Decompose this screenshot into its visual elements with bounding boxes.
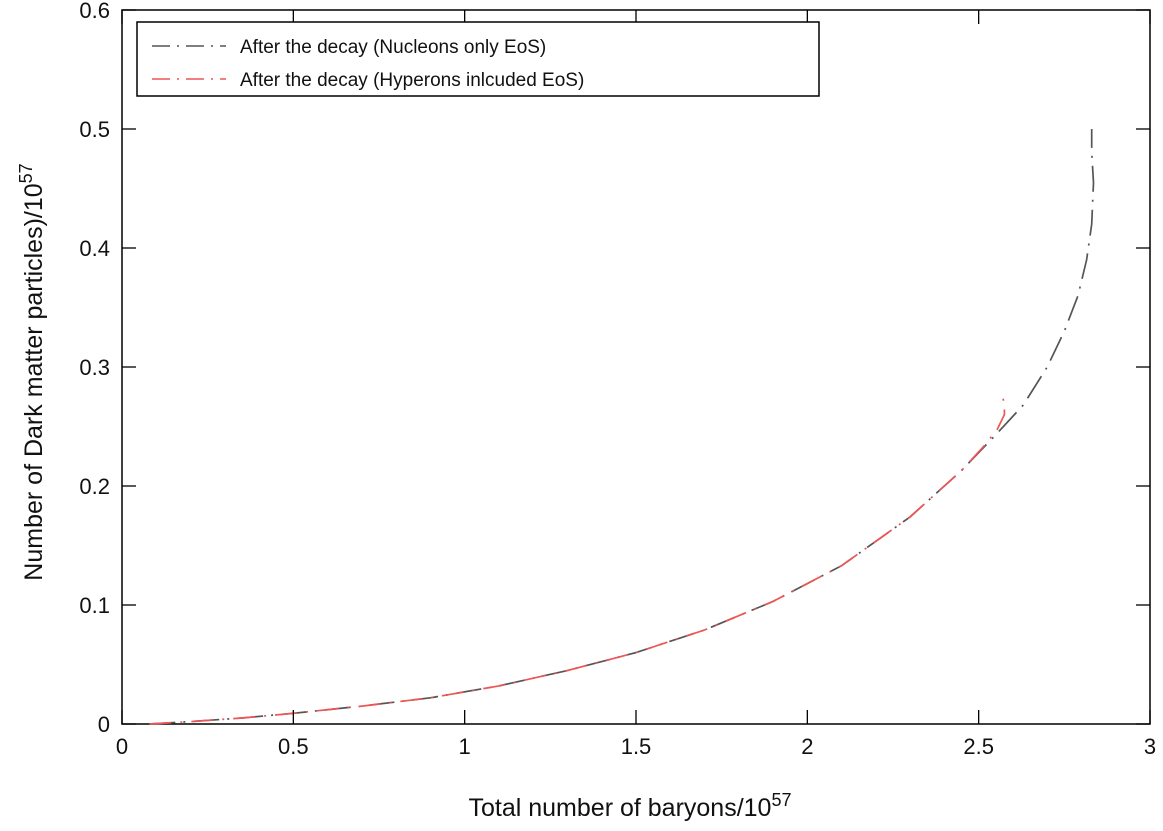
series-line-hyperons [149,392,1006,725]
plot-area [121,9,1151,725]
y-axis-label: Number of Dark matter particles)/1057 [16,163,48,580]
x-tick-label: 0 [116,734,128,759]
y-tick-label: 0.3 [79,355,110,380]
x-tick-label: 2 [801,734,813,759]
y-tick-label: 0.2 [79,474,110,499]
legend-entry-hyperons: After the decay (Hyperons inlcuded EoS) [240,70,584,91]
y-tick-label: 0.1 [79,593,110,618]
series-line-nucleons [149,129,1095,725]
x-tick-label: 2.5 [963,734,994,759]
ticks-layer: 0 0.5 1 1.5 2 2.5 3 0 0.1 0.2 0.3 0.4 0.5 0.6 [79,0,1156,759]
y-tick-label: 0.5 [79,117,110,142]
x-tick-label: 3 [1144,734,1156,759]
y-tick-label: 0.4 [79,236,110,261]
x-tick-label: 1 [459,734,471,759]
y-tick-label: 0.6 [79,0,110,23]
x-tick-label: 0.5 [278,734,309,759]
legend-box [136,21,820,97]
x-tick-label: 1.5 [621,734,652,759]
plot-frame [121,9,1151,725]
x-axis-label: Total number of baryons/1057 [469,790,792,822]
legend: After the decay (Nucleons only EoS) Afte… [136,21,820,97]
y-tick-label: 0 [98,712,110,737]
series-layer [149,129,1095,725]
legend-entry-nucleons: After the decay (Nucleons only EoS) [240,37,546,58]
